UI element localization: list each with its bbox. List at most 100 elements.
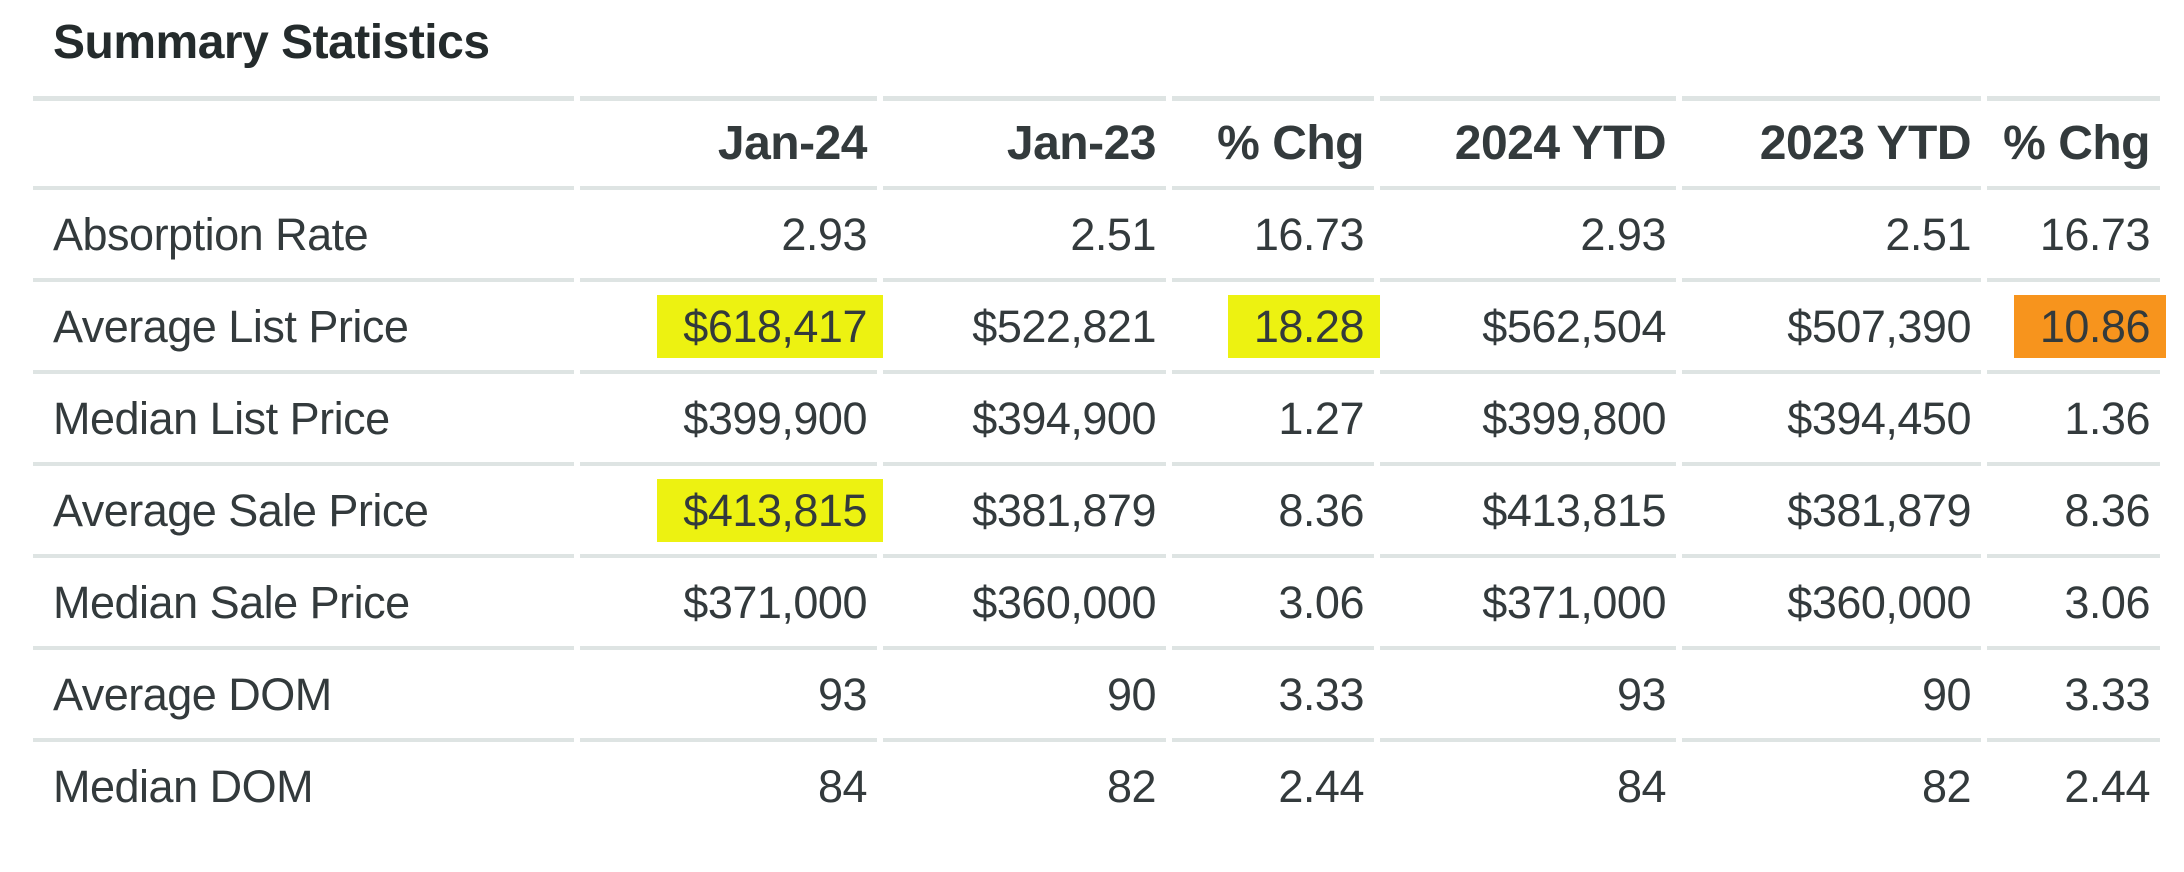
cell: 2.51 — [1682, 190, 1981, 282]
table-row-average-list-price: Average List Price $618,417 $522,821 18.… — [33, 282, 2166, 374]
cell: 16.73 — [1172, 190, 1374, 282]
cell-value: $522,821 — [972, 300, 1156, 352]
cell-value: $413,815 — [1482, 484, 1666, 536]
row-label: Average Sale Price — [33, 466, 574, 558]
cell-value: 3.33 — [1278, 668, 1364, 720]
row-label: Average DOM — [33, 650, 574, 742]
cell: 16.73 — [1987, 190, 2160, 282]
cell-value: $399,900 — [683, 392, 867, 444]
table-row-median-list-price: Median List Price $399,900 $394,900 1.27… — [33, 374, 2160, 466]
cell: 2.51 — [883, 190, 1166, 282]
table-row-median-dom: Median DOM 84 82 2.44 84 82 2.44 — [33, 742, 2160, 830]
cell-value: 8.36 — [2064, 484, 2150, 536]
col-header-pct-chg-month: % Chg — [1172, 96, 1374, 190]
cell: $399,800 — [1380, 374, 1676, 466]
cell: $507,390 — [1682, 282, 1981, 374]
cell-value: $399,800 — [1482, 392, 1666, 444]
cell: 8.36 — [1172, 466, 1374, 558]
table-row-absorption-rate: Absorption Rate 2.93 2.51 16.73 2.93 2.5… — [33, 190, 2160, 282]
cell-value: 2.44 — [1278, 760, 1364, 812]
cell-value: $371,000 — [683, 576, 867, 628]
cell-value: $507,390 — [1787, 300, 1971, 352]
cell-value: 90 — [1106, 668, 1157, 720]
cell: 3.06 — [1172, 558, 1374, 650]
cell-value: 2.93 — [1580, 208, 1666, 260]
col-header-jan-23: Jan-23 — [883, 96, 1166, 190]
cell: $360,000 — [883, 558, 1166, 650]
cell-value: $360,000 — [972, 576, 1156, 628]
cell: $371,000 — [580, 558, 877, 650]
cell-value-highlighted: 18.28 — [1227, 294, 1380, 358]
cell: 18.28 — [1172, 282, 1380, 374]
cell: 84 — [1380, 742, 1676, 830]
page-title: Summary Statistics — [53, 16, 490, 69]
summary-statistics-table: Jan-24 Jan-23 % Chg 2024 YTD 2023 YTD % … — [27, 96, 2166, 830]
cell-value: $562,504 — [1482, 300, 1666, 352]
cell: 1.36 — [1987, 374, 2160, 466]
table-row-median-sale-price: Median Sale Price $371,000 $360,000 3.06… — [33, 558, 2160, 650]
cell: $522,821 — [883, 282, 1166, 374]
row-label: Median List Price — [33, 374, 574, 466]
cell: 93 — [1380, 650, 1676, 742]
cell: 3.33 — [1987, 650, 2160, 742]
col-header-2023-ytd: 2023 YTD — [1682, 96, 1981, 190]
cell: $371,000 — [1380, 558, 1676, 650]
cell: 90 — [883, 650, 1166, 742]
cell-value: $394,900 — [972, 392, 1156, 444]
cell-value: $381,879 — [972, 484, 1156, 536]
col-header-2024-ytd: 2024 YTD — [1380, 96, 1676, 190]
cell-value: 16.73 — [2039, 208, 2151, 260]
cell-value: 82 — [1106, 760, 1157, 812]
cell: 2.44 — [1987, 742, 2160, 830]
cell: $413,815 — [1380, 466, 1676, 558]
row-label: Absorption Rate — [33, 190, 574, 282]
cell: 82 — [1682, 742, 1981, 830]
cell-value: 84 — [1616, 760, 1667, 812]
cell: $394,900 — [883, 374, 1166, 466]
cell: $618,417 — [580, 282, 883, 374]
row-label: Average List Price — [33, 282, 574, 374]
cell-value: 90 — [1921, 668, 1972, 720]
cell-value: 93 — [1616, 668, 1667, 720]
cell-value-highlighted: 10.86 — [2013, 294, 2166, 358]
cell-value: 2.44 — [2064, 760, 2150, 812]
col-header-pct-chg-ytd: % Chg — [1987, 96, 2160, 190]
cell: $399,900 — [580, 374, 877, 466]
cell-value: $371,000 — [1482, 576, 1666, 628]
cell-value: 3.06 — [2064, 576, 2150, 628]
cell-value: 3.33 — [2064, 668, 2150, 720]
header-row: Jan-24 Jan-23 % Chg 2024 YTD 2023 YTD % … — [33, 96, 2160, 190]
cell-value: $360,000 — [1787, 576, 1971, 628]
cell: $360,000 — [1682, 558, 1981, 650]
cell-value: 1.27 — [1278, 392, 1364, 444]
cell: 1.27 — [1172, 374, 1374, 466]
cell-value: 2.51 — [1070, 208, 1156, 260]
row-label: Median Sale Price — [33, 558, 574, 650]
table-row-average-dom: Average DOM 93 90 3.33 93 90 3.33 — [33, 650, 2160, 742]
cell-value-highlighted: $618,417 — [657, 294, 883, 358]
summary-statistics-panel: Summary Statistics Jan-24 Jan-23 % Chg 2… — [0, 16, 2184, 830]
cell: $381,879 — [1682, 466, 1981, 558]
cell: 8.36 — [1987, 466, 2160, 558]
cell-value: 84 — [817, 760, 868, 812]
cell-value: 16.73 — [1253, 208, 1365, 260]
cell-value-highlighted: $413,815 — [657, 478, 883, 542]
row-label: Median DOM — [53, 760, 314, 812]
cell-value: 3.06 — [1278, 576, 1364, 628]
cell: 2.93 — [1380, 190, 1676, 282]
cell-value: 1.36 — [2064, 392, 2150, 444]
col-header-metric — [33, 96, 574, 190]
cell-value: $381,879 — [1787, 484, 1971, 536]
cell: 3.06 — [1987, 558, 2160, 650]
cell: $381,879 — [883, 466, 1166, 558]
cell: $394,450 — [1682, 374, 1981, 466]
cell: 93 — [580, 650, 877, 742]
cell: $413,815 — [580, 466, 883, 558]
cell: 2.93 — [580, 190, 877, 282]
col-header-jan-24: Jan-24 — [580, 96, 877, 190]
cell-value: 93 — [817, 668, 868, 720]
cell: 3.33 — [1172, 650, 1374, 742]
cell: 2.44 — [1172, 742, 1374, 830]
cell: $562,504 — [1380, 282, 1676, 374]
cell: 90 — [1682, 650, 1981, 742]
